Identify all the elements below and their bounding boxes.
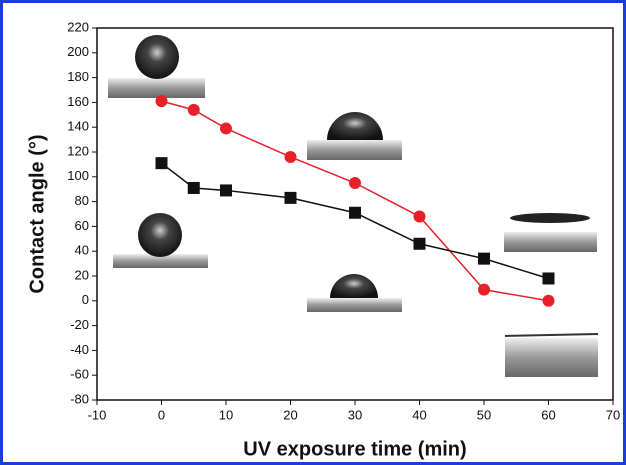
y-tick-label: -40 (70, 342, 89, 357)
point (414, 238, 426, 250)
x-tick-label: 0 (158, 407, 165, 422)
y-tick-label: 60 (75, 218, 89, 233)
droplet-images (108, 35, 598, 377)
point (543, 295, 555, 307)
y-tick-label: 180 (67, 69, 89, 84)
y-tick-label: 80 (75, 193, 89, 208)
y-tick-label: 160 (67, 94, 89, 109)
x-tick-label: 40 (412, 407, 426, 422)
y-tick-label: -80 (70, 391, 89, 406)
y-tick-label: -60 (70, 367, 89, 382)
y-tick-label: 140 (67, 119, 89, 134)
x-tick-label: -10 (88, 407, 107, 422)
point (349, 207, 361, 219)
x-tick-label: 50 (477, 407, 491, 422)
y-tick-label: 0 (82, 292, 89, 307)
point (156, 157, 168, 169)
y-axis-label: Contact angle (°) (26, 134, 48, 293)
point (285, 192, 297, 204)
y-tick-label: 100 (67, 168, 89, 183)
point (156, 95, 168, 107)
point (349, 177, 361, 189)
x-tick-label: 20 (283, 407, 297, 422)
x-axis-label: UV exposure time (min) (243, 438, 466, 460)
x-tick-label: 60 (541, 407, 555, 422)
x-tick-label: 30 (348, 407, 362, 422)
chart: UV exposure time (min) Contact angle (°)… (0, 0, 626, 465)
y-tick-label: 20 (75, 267, 89, 282)
y-tick-label: -20 (70, 317, 89, 332)
point (414, 210, 426, 222)
y-tick-label: 40 (75, 243, 89, 258)
y-tick-label: 200 (67, 44, 89, 59)
point (478, 253, 490, 265)
point (220, 184, 232, 196)
point (285, 151, 297, 163)
y-tick-label: 220 (67, 19, 89, 34)
point (220, 122, 232, 134)
y-tick-label: 120 (67, 143, 89, 158)
point (188, 182, 200, 194)
point (478, 284, 490, 296)
x-tick-label: 10 (219, 407, 233, 422)
point (188, 104, 200, 116)
point (543, 272, 555, 284)
x-tick-label: 70 (606, 407, 620, 422)
